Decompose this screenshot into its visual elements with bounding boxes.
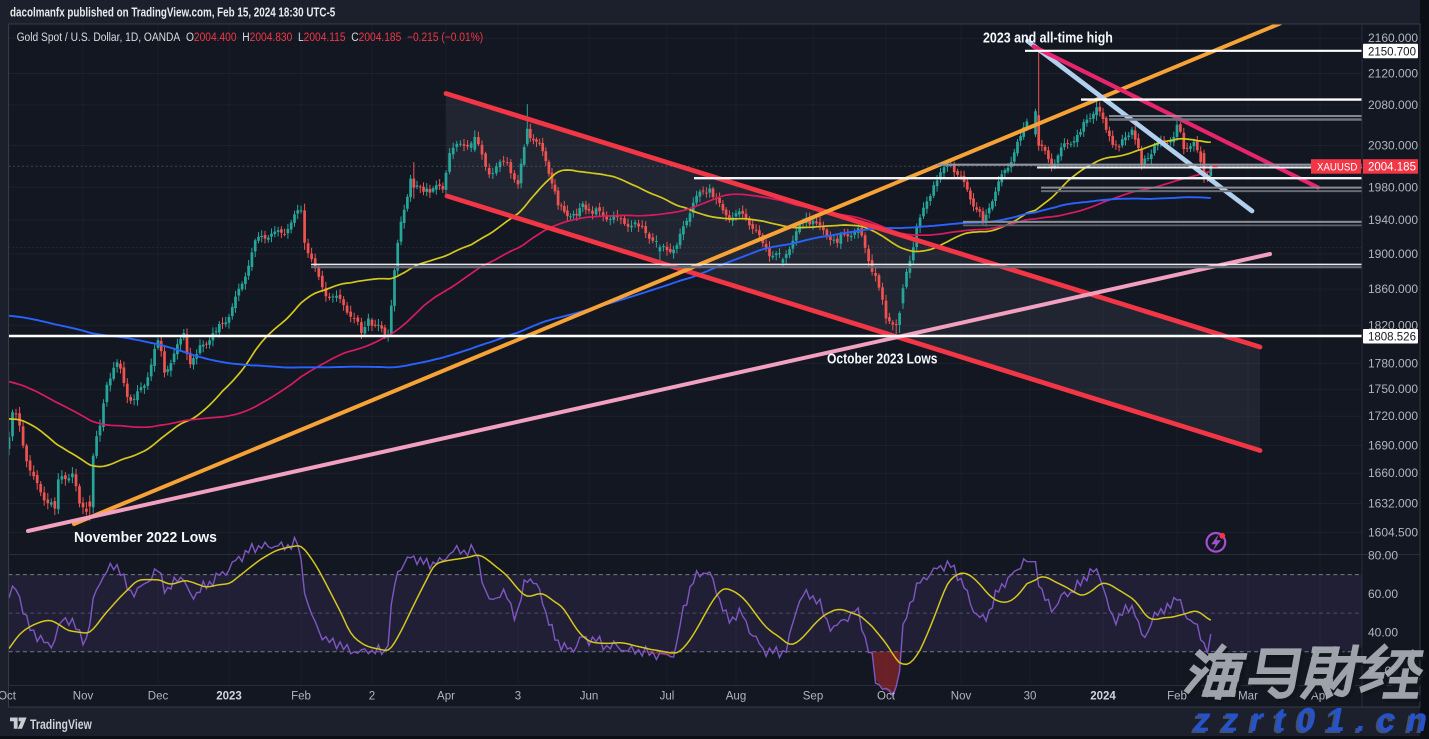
svg-text:Mar: Mar [1238,691,1258,703]
svg-text:zzrt01.cn: zzrt01.cn [1193,701,1429,738]
svg-text:1750.000: 1750.000 [1368,382,1418,396]
svg-text:Nov: Nov [951,691,972,703]
svg-text:1900.000: 1900.000 [1368,247,1418,261]
svg-text:zzrt01.cn: zzrt01.cn [1191,703,1429,739]
svg-text:1780.000: 1780.000 [1368,356,1418,370]
svg-text:3: 3 [515,691,521,703]
svg-text:Feb: Feb [1167,691,1187,703]
svg-text:1980.000: 1980.000 [1368,180,1418,194]
svg-text:2080.000: 2080.000 [1368,98,1418,112]
svg-text:October 2023 Lows: October 2023 Lows [827,350,937,366]
svg-text:30: 30 [1024,691,1037,703]
svg-text:1632.000: 1632.000 [1368,497,1418,511]
svg-text:1820.000: 1820.000 [1368,318,1418,332]
svg-text:1604.500: 1604.500 [1368,525,1418,539]
svg-text:Aug: Aug [726,691,746,703]
svg-text:2: 2 [369,691,375,703]
svg-text:2120.000: 2120.000 [1368,67,1418,81]
svg-text:2150.700: 2150.700 [1368,46,1416,58]
svg-text:80.00: 80.00 [1368,548,1398,562]
svg-text:60.00: 60.00 [1368,587,1398,601]
svg-text:1860.000: 1860.000 [1368,282,1418,296]
svg-text:40.00: 40.00 [1368,625,1398,639]
svg-text:Oct: Oct [877,691,896,703]
svg-text:1720.000: 1720.000 [1368,409,1418,423]
svg-text:2024: 2024 [1090,691,1116,703]
svg-text:Jun: Jun [580,691,599,703]
svg-text:Gold Spot / U.S. Dollar, 1D, O: Gold Spot / U.S. Dollar, 1D, OANDA O2004… [17,31,484,44]
svg-text:1940.000: 1940.000 [1368,213,1418,227]
svg-text:1690.000: 1690.000 [1368,438,1418,452]
svg-text:Dec: Dec [148,691,169,703]
svg-text:1660.000: 1660.000 [1368,466,1418,480]
svg-text:2004.185: 2004.185 [1368,162,1416,174]
svg-text:TradingView: TradingView [30,717,92,733]
svg-text:2023: 2023 [216,691,242,703]
svg-text:November 2022 Lows: November 2022 Lows [74,530,217,546]
svg-text:Oct: Oct [0,691,17,703]
svg-text:XAUUSD: XAUUSD [1317,162,1357,174]
svg-text:2023 and all-time high: 2023 and all-time high [983,30,1113,46]
svg-text:Sep: Sep [803,691,823,703]
svg-text:Nov: Nov [73,691,94,703]
svg-text:2030.000: 2030.000 [1368,139,1418,153]
svg-text:dacolmanfx published on Tradin: dacolmanfx published on TradingView.com,… [10,6,336,20]
svg-text:2160.000: 2160.000 [1368,31,1418,45]
svg-text:Apr: Apr [1311,691,1329,703]
svg-text:Apr: Apr [437,691,455,703]
svg-text:1808.526: 1808.526 [1368,332,1416,344]
svg-text:Feb: Feb [291,691,311,703]
svg-text:Jul: Jul [660,691,675,703]
